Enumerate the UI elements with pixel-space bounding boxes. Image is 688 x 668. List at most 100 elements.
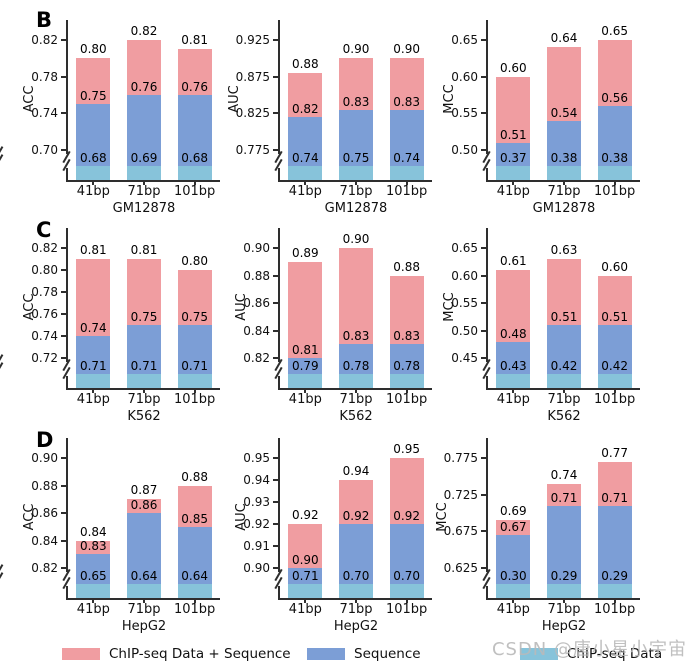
legend-swatch-blue	[307, 648, 345, 660]
legend-item-blue: Sequence	[307, 646, 421, 662]
bar-value-label: 0.71	[550, 490, 578, 505]
legend: ChIP-seq Data + Sequence Sequence ChIP-seq…	[0, 644, 688, 666]
bar-chipseq-data	[597, 374, 632, 388]
x-tick-label: 101bp	[385, 602, 428, 617]
y-tick-label: 0.88	[31, 478, 58, 493]
y-tick-label: 0.925	[235, 33, 270, 47]
y-tick-mark	[61, 247, 67, 249]
y-tick-label: 0.86	[243, 296, 270, 310]
bar-value-label: 0.69	[130, 151, 158, 165]
bar-value-label: 0.90	[393, 42, 421, 57]
y-tick-label: 0.82	[31, 561, 58, 575]
bar-value-label: 0.29	[601, 569, 629, 583]
x-tick-mark	[512, 388, 515, 393]
x-tick-mark	[405, 388, 408, 393]
y-tick-mark	[273, 523, 279, 525]
bar-value-label: 0.81	[130, 243, 158, 257]
bar-value-label: 0.81	[181, 33, 209, 48]
y-axis-label: AUC	[234, 293, 249, 321]
x-tick-label: 41bp	[496, 184, 530, 199]
x-tick-mark	[143, 598, 145, 603]
y-tick-label: 0.84	[243, 323, 270, 338]
bar-value-label: 0.60	[499, 60, 527, 75]
bar-sequence	[597, 505, 632, 598]
bar-value-label: 0.63	[550, 243, 578, 257]
bar-chipseq-data	[339, 584, 373, 598]
x-tick-label: 41bp	[496, 392, 530, 407]
y-tick-mark	[61, 39, 67, 41]
bar-chipseq-data	[288, 584, 323, 598]
bar-value-label: 0.80	[181, 254, 209, 268]
x-tick-label: 71bp	[339, 392, 373, 407]
panel-label-B: B	[36, 8, 53, 32]
bar-chipseq-data	[547, 166, 581, 180]
x-tick-label: 41bp	[76, 392, 110, 407]
bar-sequence	[127, 95, 161, 180]
x-tick-mark	[355, 598, 357, 603]
y-tick-label: 0.82	[31, 241, 58, 255]
y-axis-label: ACC	[22, 85, 37, 113]
bar-value-label: 0.83	[342, 94, 370, 109]
x-tick-label: 101bp	[173, 602, 216, 617]
y-tick-mark	[481, 357, 487, 359]
y-tick-label: 0.775	[235, 143, 270, 157]
edge-artifact	[0, 154, 4, 164]
x-tick-label: 101bp	[173, 184, 216, 199]
bar-value-label: 0.90	[342, 42, 370, 57]
y-tick-mark	[273, 274, 279, 277]
x-tick-label: 71bp	[547, 184, 581, 199]
bar-value-label: 0.83	[393, 94, 421, 109]
y-tick-label: 0.90	[243, 241, 270, 255]
x-tick-label: 101bp	[593, 184, 636, 199]
x-tick-mark	[563, 598, 565, 603]
bar-chipseq-data	[597, 166, 632, 180]
x-axis-label: K562	[127, 409, 161, 424]
y-tick-mark	[273, 302, 279, 304]
chart-B-MCC: 0.65 0.60 0.55 0.50 0.60 0.51 0.37 41bp 0.64 0.54…	[436, 0, 646, 220]
y-tick-label: 0.94	[243, 473, 270, 487]
bar-chipseq-data	[547, 584, 581, 598]
x-axis-label: HepG2	[333, 619, 379, 634]
y-tick-label: 0.74	[31, 106, 58, 121]
x-tick-label: 101bp	[593, 392, 636, 407]
y-tick-mark	[481, 149, 487, 151]
y-tick-label: 0.875	[235, 69, 270, 84]
bar-value-label: 0.94	[342, 464, 370, 478]
bar-value-label: 0.48	[499, 326, 527, 341]
bar-value-label: 0.88	[393, 259, 421, 274]
y-axis-stub	[66, 168, 68, 180]
x-tick-label: 101bp	[385, 184, 428, 199]
bar-chipseq-data	[339, 166, 373, 180]
x-tick-mark	[405, 598, 408, 603]
bar-chipseq-data	[177, 166, 212, 180]
bar-value-label: 0.85	[181, 511, 209, 526]
y-axis-label: MCC	[435, 502, 450, 532]
x-tick-label: 101bp	[173, 392, 216, 407]
bar-chipseq-data	[389, 374, 424, 388]
y-tick-label: 0.72	[31, 351, 58, 365]
bar-value-label: 0.71	[79, 359, 107, 373]
bar-value-label: 0.60	[601, 259, 629, 274]
chart-D-AUC: 0.95 0.94 0.93 0.92 0.91 0.90 0.92 0.90 0.71 41bp…	[228, 418, 438, 638]
y-axis-stub	[278, 586, 280, 598]
bar-value-label: 0.37	[499, 151, 527, 165]
chart-C-ACC: 0.82 0.80 0.78 0.76 0.74 0.72 0.81 0.74 0.71 41bp…	[16, 208, 226, 428]
x-tick-mark	[355, 180, 357, 185]
x-tick-label: 71bp	[127, 602, 161, 617]
bar-chipseq-data	[496, 584, 531, 598]
y-axis-stub	[66, 586, 68, 598]
y-tick-label: 0.825	[235, 106, 270, 121]
y-tick-mark	[481, 39, 487, 41]
bar-chipseq-data	[76, 374, 111, 388]
x-tick-label: 71bp	[339, 184, 373, 199]
bar-value-label: 0.51	[550, 310, 578, 324]
y-tick-mark	[481, 567, 487, 569]
y-axis-stub	[278, 168, 280, 180]
bar-value-label: 0.64	[181, 569, 209, 583]
bar-value-label: 0.51	[499, 127, 527, 142]
legend-item-pink: ChIP-seq Data + Sequence	[62, 646, 291, 662]
bar-value-label: 0.71	[181, 359, 209, 373]
y-axis-label: AUC	[227, 85, 242, 113]
y-tick-mark	[481, 329, 487, 332]
